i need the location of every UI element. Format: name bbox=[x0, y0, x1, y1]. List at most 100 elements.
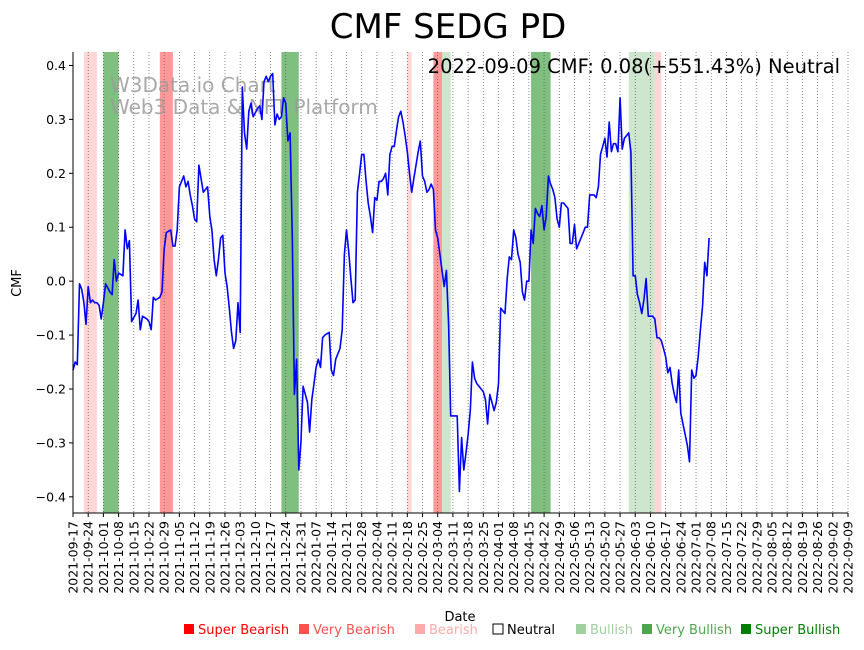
signal-band-very-bullish bbox=[281, 52, 299, 513]
x-tick-label: 2022-04-29 bbox=[552, 521, 567, 594]
x-tick-label: 2022-07-29 bbox=[749, 521, 764, 594]
x-tick-label: 2022-06-03 bbox=[628, 521, 643, 594]
x-tick-label: 2021-11-19 bbox=[202, 521, 217, 594]
signal-band-bearish bbox=[654, 52, 662, 513]
x-tick-label: 2021-12-03 bbox=[233, 521, 248, 594]
x-tick-label: 2022-04-08 bbox=[506, 521, 521, 594]
x-tick-label: 2022-05-06 bbox=[567, 521, 582, 594]
x-tick-label: 2021-10-08 bbox=[111, 521, 126, 594]
x-tick-label: 2022-08-26 bbox=[810, 521, 825, 594]
x-tick-label: 2022-08-12 bbox=[780, 521, 795, 594]
legend-item-very-bearish: Very Bearish bbox=[299, 623, 395, 638]
x-tick-label: 2022-09-09 bbox=[841, 521, 856, 594]
legend-swatch bbox=[576, 624, 586, 634]
y-ticks: −0.4 −0.3 −0.2 −0.1 0.0 0.1 0.2 0.3 0.4 bbox=[36, 58, 73, 504]
signal-band-bullish bbox=[628, 52, 655, 513]
x-tick-label: 2022-05-27 bbox=[613, 521, 628, 594]
signal-band-very-bearish bbox=[433, 52, 443, 513]
x-tick-label: 2021-10-29 bbox=[157, 521, 172, 594]
y-tick-label: 0.3 bbox=[46, 112, 66, 127]
x-tick-label: 2022-08-05 bbox=[765, 521, 780, 594]
legend-label: Super Bearish bbox=[198, 623, 289, 638]
x-tick-label: 2022-01-21 bbox=[339, 521, 354, 594]
y-tick-label: 0.4 bbox=[46, 58, 66, 73]
x-tick-label: 2022-09-02 bbox=[825, 521, 840, 594]
signal-band-bearish bbox=[407, 52, 412, 513]
y-tick-label: −0.1 bbox=[36, 328, 66, 343]
x-tick-label: 2021-10-22 bbox=[141, 521, 156, 594]
x-ticks: 2021-09-17 2021-09-24 2021-10-01 2021-10-08… bbox=[66, 513, 856, 594]
vertical-gridlines bbox=[72, 52, 849, 513]
x-tick-label: 2021-10-01 bbox=[96, 521, 111, 594]
legend-label: Bullish bbox=[590, 623, 633, 638]
x-tick-label: 2022-07-08 bbox=[704, 521, 719, 594]
legend-swatch bbox=[642, 624, 652, 634]
legend-item-super-bearish: Super Bearish bbox=[184, 623, 289, 638]
series-lines bbox=[72, 72, 710, 493]
signal-band-bearish bbox=[83, 52, 91, 513]
signal-band-very-bearish bbox=[159, 52, 173, 513]
y-tick-label: 0.1 bbox=[46, 220, 66, 235]
x-tick-label: 2022-01-28 bbox=[354, 521, 369, 594]
x-tick-label: 2022-01-14 bbox=[324, 521, 339, 594]
x-tick-label: 2022-07-22 bbox=[734, 521, 749, 594]
signal-band-very-bullish bbox=[531, 52, 551, 513]
legend-swatch bbox=[492, 623, 504, 635]
legend-label: Neutral bbox=[507, 623, 555, 638]
legend-item-very-bullish: Very Bullish bbox=[642, 623, 732, 638]
legend-item-neutral: Neutral bbox=[492, 623, 555, 638]
x-tick-label: 2022-02-04 bbox=[369, 521, 384, 594]
x-tick-label: 2021-12-31 bbox=[293, 521, 308, 594]
legend: Super Bearish Very Bearish Bearish Neutral B… bbox=[184, 623, 840, 638]
x-tick-label: 2022-02-11 bbox=[385, 521, 400, 594]
legend-swatch bbox=[184, 624, 194, 634]
x-tick-label: 2022-02-18 bbox=[400, 521, 415, 594]
legend-label: Very Bullish bbox=[656, 623, 732, 638]
x-tick-label: 2021-09-24 bbox=[81, 521, 96, 594]
y-tick-label: 0.2 bbox=[46, 166, 66, 181]
x-tick-label: 2021-10-15 bbox=[126, 521, 141, 594]
legend-label: Very Bearish bbox=[313, 623, 395, 638]
legend-swatch bbox=[415, 624, 425, 634]
x-tick-label: 2022-08-19 bbox=[795, 521, 810, 594]
annotation-text: 2022-09-09 CMF: 0.08(+551.43%) Neutral bbox=[428, 55, 840, 78]
x-tick-label: 2022-07-15 bbox=[719, 521, 734, 594]
x-tick-label: 2022-03-18 bbox=[461, 521, 476, 594]
x-tick-label: 2022-03-11 bbox=[445, 521, 460, 594]
y-tick-label: −0.3 bbox=[36, 435, 66, 450]
legend-item-bearish: Bearish bbox=[415, 623, 478, 638]
watermark-line-1: W3Data.io Chart bbox=[110, 73, 276, 97]
x-tick-label: 2022-05-20 bbox=[597, 521, 612, 594]
legend-item-super-bullish: Super Bullish bbox=[741, 623, 840, 638]
legend-item-bullish: Bullish bbox=[576, 623, 633, 638]
x-tick-label: 2021-12-24 bbox=[278, 521, 293, 594]
x-tick-label: 2021-11-12 bbox=[187, 521, 202, 594]
x-tick-label: 2022-02-25 bbox=[415, 521, 430, 594]
x-tick-label: 2022-07-01 bbox=[689, 521, 704, 594]
x-axis-label: Date bbox=[444, 610, 475, 625]
y-axis-label: CMF bbox=[10, 269, 25, 297]
x-tick-label: 2021-12-10 bbox=[248, 521, 263, 594]
legend-swatch bbox=[299, 624, 309, 634]
x-tick-label: 2021-09-17 bbox=[66, 521, 81, 594]
x-tick-label: 2022-06-17 bbox=[658, 521, 673, 594]
x-tick-label: 2021-11-05 bbox=[172, 521, 187, 594]
chart-title: CMF SEDG PD bbox=[330, 7, 567, 47]
legend-label: Super Bullish bbox=[755, 623, 840, 638]
y-tick-label: −0.4 bbox=[36, 489, 66, 504]
legend-label: Bearish bbox=[429, 623, 478, 638]
x-tick-label: 2022-01-07 bbox=[309, 521, 324, 594]
x-tick-label: 2021-11-26 bbox=[217, 521, 232, 594]
x-tick-label: 2022-03-04 bbox=[430, 521, 445, 594]
axes bbox=[72, 52, 848, 514]
x-tick-label: 2022-04-22 bbox=[537, 521, 552, 594]
series-line-cmf bbox=[72, 72, 710, 493]
signal-band-bearish bbox=[90, 52, 97, 513]
y-tick-label: 0.0 bbox=[46, 274, 66, 289]
x-tick-label: 2022-04-15 bbox=[521, 521, 536, 594]
x-tick-label: 2022-03-25 bbox=[476, 521, 491, 594]
y-tick-label: −0.2 bbox=[36, 381, 66, 396]
x-tick-label: 2022-05-13 bbox=[582, 521, 597, 594]
